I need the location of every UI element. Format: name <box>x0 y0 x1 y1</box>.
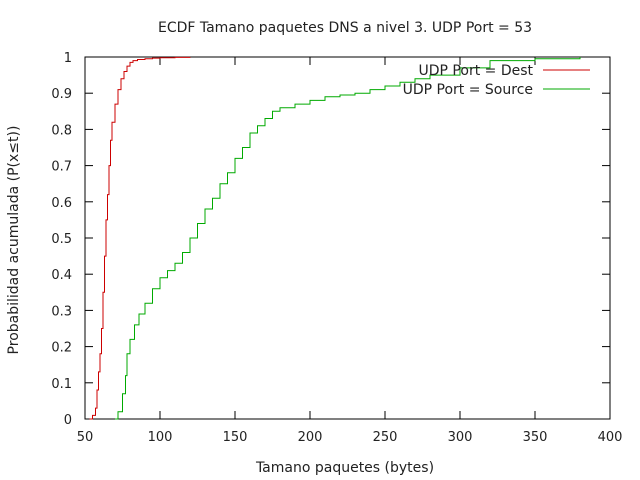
y-tick-label: 0.1 <box>51 377 72 392</box>
y-tick-label: 0.2 <box>51 341 72 356</box>
series-line-1 <box>115 57 581 420</box>
x-tick-label: 250 <box>373 430 398 445</box>
y-tick-label: 0.5 <box>51 232 72 247</box>
series-layer <box>89 56 581 420</box>
y-axis-label: Probabilidad acumulada (P(x≤t)) <box>6 126 22 355</box>
y-tick-label: 1 <box>64 51 72 66</box>
series-line-0 <box>89 56 191 420</box>
x-axis: 50 100 150 200 250 300 350 400 <box>77 57 623 445</box>
x-tick-label: 400 <box>598 430 623 445</box>
x-axis-label: Tamano paquetes (bytes) <box>255 460 434 476</box>
legend-label-1: UDP Port = Source <box>403 82 533 98</box>
x-tick-label: 150 <box>223 430 248 445</box>
x-tick-label: 100 <box>148 430 173 445</box>
y-axis: 0 0.1 0.2 0.3 0.4 0.5 0.6 0.7 0.8 0.9 1 <box>51 51 610 428</box>
y-tick-label: 0.4 <box>51 268 72 283</box>
y-tick-label: 0.8 <box>51 123 72 138</box>
y-tick-label: 0.3 <box>51 304 72 319</box>
x-tick-label: 350 <box>523 430 548 445</box>
x-tick-label: 50 <box>77 430 94 445</box>
chart-title: ECDF Tamano paquetes DNS a nivel 3. UDP … <box>158 20 532 36</box>
legend-label-0: UDP Port = Dest <box>419 63 534 79</box>
y-tick-label: 0 <box>64 413 72 428</box>
x-tick-label: 300 <box>448 430 473 445</box>
legend: UDP Port = Dest UDP Port = Source <box>403 63 590 98</box>
y-tick-label: 0.7 <box>51 160 72 175</box>
x-tick-label: 200 <box>298 430 323 445</box>
y-tick-label: 0.9 <box>51 87 72 102</box>
y-tick-label: 0.6 <box>51 196 72 211</box>
